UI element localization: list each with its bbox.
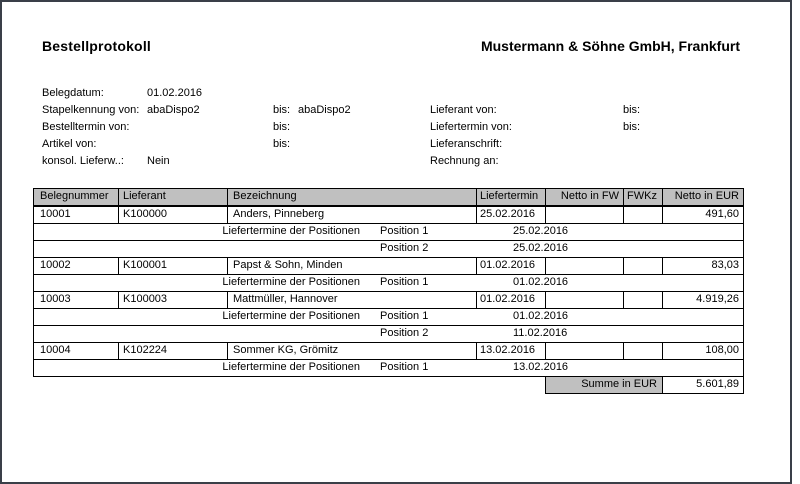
filter-row: Bestelltermin von: bis: Liefertermin von: b… (2, 120, 790, 137)
filter-right-label: Lieferant von: (430, 104, 497, 116)
order-row: 10004 K102224 Sommer KG, Grömitz 13.02.2016… (33, 342, 744, 360)
position-name: Position 1 (380, 276, 429, 288)
positions-label: Liefertermine der Positionen (222, 225, 360, 237)
positions-label: Liefertermine der Positionen (222, 310, 360, 322)
order-row: 10003 K100003 Mattmüller, Hannover 01.02.20… (33, 291, 744, 309)
position-name: Position 1 (380, 310, 429, 322)
order-row: 10002 K100001 Papst & Sohn, Minden 01.02.20… (33, 257, 744, 275)
filter-row: Belegdatum: 01.02.2016 (2, 86, 790, 103)
table-header-row: Belegnummer Lieferant Bezeichnung Lieferter… (33, 188, 744, 206)
filter-bis-label: bis: (273, 104, 291, 116)
column-header-liefertermin: Liefertermin (476, 189, 545, 205)
position-date: 01.02.2016 (513, 276, 569, 288)
filter-label: Belegdatum: (42, 87, 104, 99)
filter-label: Bestelltermin von: (42, 121, 130, 133)
order-table: Belegnummer Lieferant Bezeichnung Lieferter… (33, 188, 744, 394)
cell-netto-fw (545, 343, 623, 359)
cell-liefertermin: 01.02.2016 (476, 258, 545, 274)
positions-label: Liefertermine der Positionen (222, 361, 360, 373)
position-date: 01.02.2016 (513, 310, 569, 322)
column-header-belegnummer: Belegnummer (40, 190, 109, 202)
position-date: 11.02.2016 (513, 327, 568, 339)
filter-right-bis-label: bis: (623, 121, 641, 133)
position-date: 25.02.2016 (513, 242, 569, 254)
position-row: Position 2 11.02.2016 (33, 325, 744, 343)
position-name: Position 2 (380, 242, 429, 254)
filter-right-label: Lieferanschrift: (430, 138, 503, 150)
positions-label (34, 241, 360, 257)
cell-fwkz (623, 258, 662, 274)
cell-liefertermin: 13.02.2016 (476, 343, 545, 359)
cell-belegnummer: 10004 (40, 344, 71, 356)
filter-right-label: Liefertermin von: (430, 121, 512, 133)
position-row: Liefertermine der Positionen Position 1 01… (33, 274, 744, 292)
position-name: Position 2 (380, 327, 429, 339)
table-body: 10001 K100000 Anders, Pinneberg 25.02.2016 4… (33, 206, 744, 377)
cell-lieferant: K102224 (118, 343, 227, 359)
column-header-fwkz: FWKz (623, 189, 662, 205)
cell-bezeichnung: Anders, Pinneberg (227, 207, 476, 223)
filter-value: abaDispo2 (147, 104, 200, 116)
position-row: Liefertermine der Positionen Position 1 25… (33, 223, 744, 241)
positions-label: Liefertermine der Positionen (222, 276, 360, 288)
filter-label: Artikel von: (42, 138, 97, 150)
summary-label: Summe in EUR (546, 377, 662, 393)
cell-liefertermin: 25.02.2016 (476, 207, 545, 223)
column-header-lieferant: Lieferant (118, 189, 227, 205)
filter-bis-label: bis: (273, 121, 291, 133)
order-row: 10001 K100000 Anders, Pinneberg 25.02.2016 4… (33, 206, 744, 224)
cell-netto-eur: 491,60 (662, 207, 743, 223)
cell-fwkz (623, 292, 662, 308)
cell-bezeichnung: Sommer KG, Grömitz (227, 343, 476, 359)
position-name: Position 1 (380, 361, 429, 373)
position-row: Liefertermine der Positionen Position 1 01… (33, 308, 744, 326)
filter-label: Stapelkennung von: (42, 104, 140, 116)
column-header-netto-in-fw: Netto in FW (545, 189, 623, 205)
cell-belegnummer: 10003 (40, 293, 71, 305)
cell-belegnummer: 10001 (40, 208, 71, 220)
position-date: 25.02.2016 (513, 225, 569, 237)
filter-value: Nein (147, 155, 170, 167)
cell-netto-fw (545, 292, 623, 308)
filter-row: konsol. Lieferw..: Nein Rechnung an: (2, 154, 790, 171)
position-row: Position 2 25.02.2016 (33, 240, 744, 258)
cell-lieferant: K100003 (118, 292, 227, 308)
filter-block: Belegdatum: 01.02.2016 Stapelkennung von: a… (2, 86, 790, 171)
cell-lieferant: K100000 (118, 207, 227, 223)
cell-netto-eur: 108,00 (662, 343, 743, 359)
filter-row: Stapelkennung von: abaDispo2 bis: abaDispo2… (2, 103, 790, 120)
cell-netto-eur: 83,03 (662, 258, 743, 274)
position-name: Position 1 (380, 225, 429, 237)
cell-netto-eur: 4.919,26 (662, 292, 743, 308)
column-header-bezeichnung: Bezeichnung (227, 189, 476, 205)
summary-value: 5.601,89 (662, 377, 743, 393)
cell-lieferant: K100001 (118, 258, 227, 274)
cell-liefertermin: 01.02.2016 (476, 292, 545, 308)
column-header-netto-in-eur: Netto in EUR (662, 189, 743, 205)
cell-netto-fw (545, 258, 623, 274)
cell-bezeichnung: Papst & Sohn, Minden (227, 258, 476, 274)
positions-label (34, 326, 360, 342)
filter-bis-label: bis: (273, 138, 291, 150)
summary-row: Summe in EUR 5.601,89 (545, 376, 744, 394)
filter-bis-value: abaDispo2 (298, 104, 351, 116)
position-date: 13.02.2016 (513, 361, 569, 373)
filter-right-bis-label: bis: (623, 104, 641, 116)
filter-label: konsol. Lieferw..: (42, 155, 124, 167)
position-row: Liefertermine der Positionen Position 1 13… (33, 359, 744, 377)
cell-fwkz (623, 207, 662, 223)
filter-value: 01.02.2016 (147, 87, 203, 99)
cell-fwkz (623, 343, 662, 359)
cell-bezeichnung: Mattmüller, Hannover (227, 292, 476, 308)
cell-netto-fw (545, 207, 623, 223)
filter-right-label: Rechnung an: (430, 155, 499, 167)
report-title: Bestellprotokoll (42, 38, 151, 54)
company-name: Mustermann & Söhne GmbH, Frankfurt (480, 38, 740, 54)
filter-row: Artikel von: bis: Lieferanschrift: (2, 137, 790, 154)
cell-belegnummer: 10002 (40, 259, 71, 271)
